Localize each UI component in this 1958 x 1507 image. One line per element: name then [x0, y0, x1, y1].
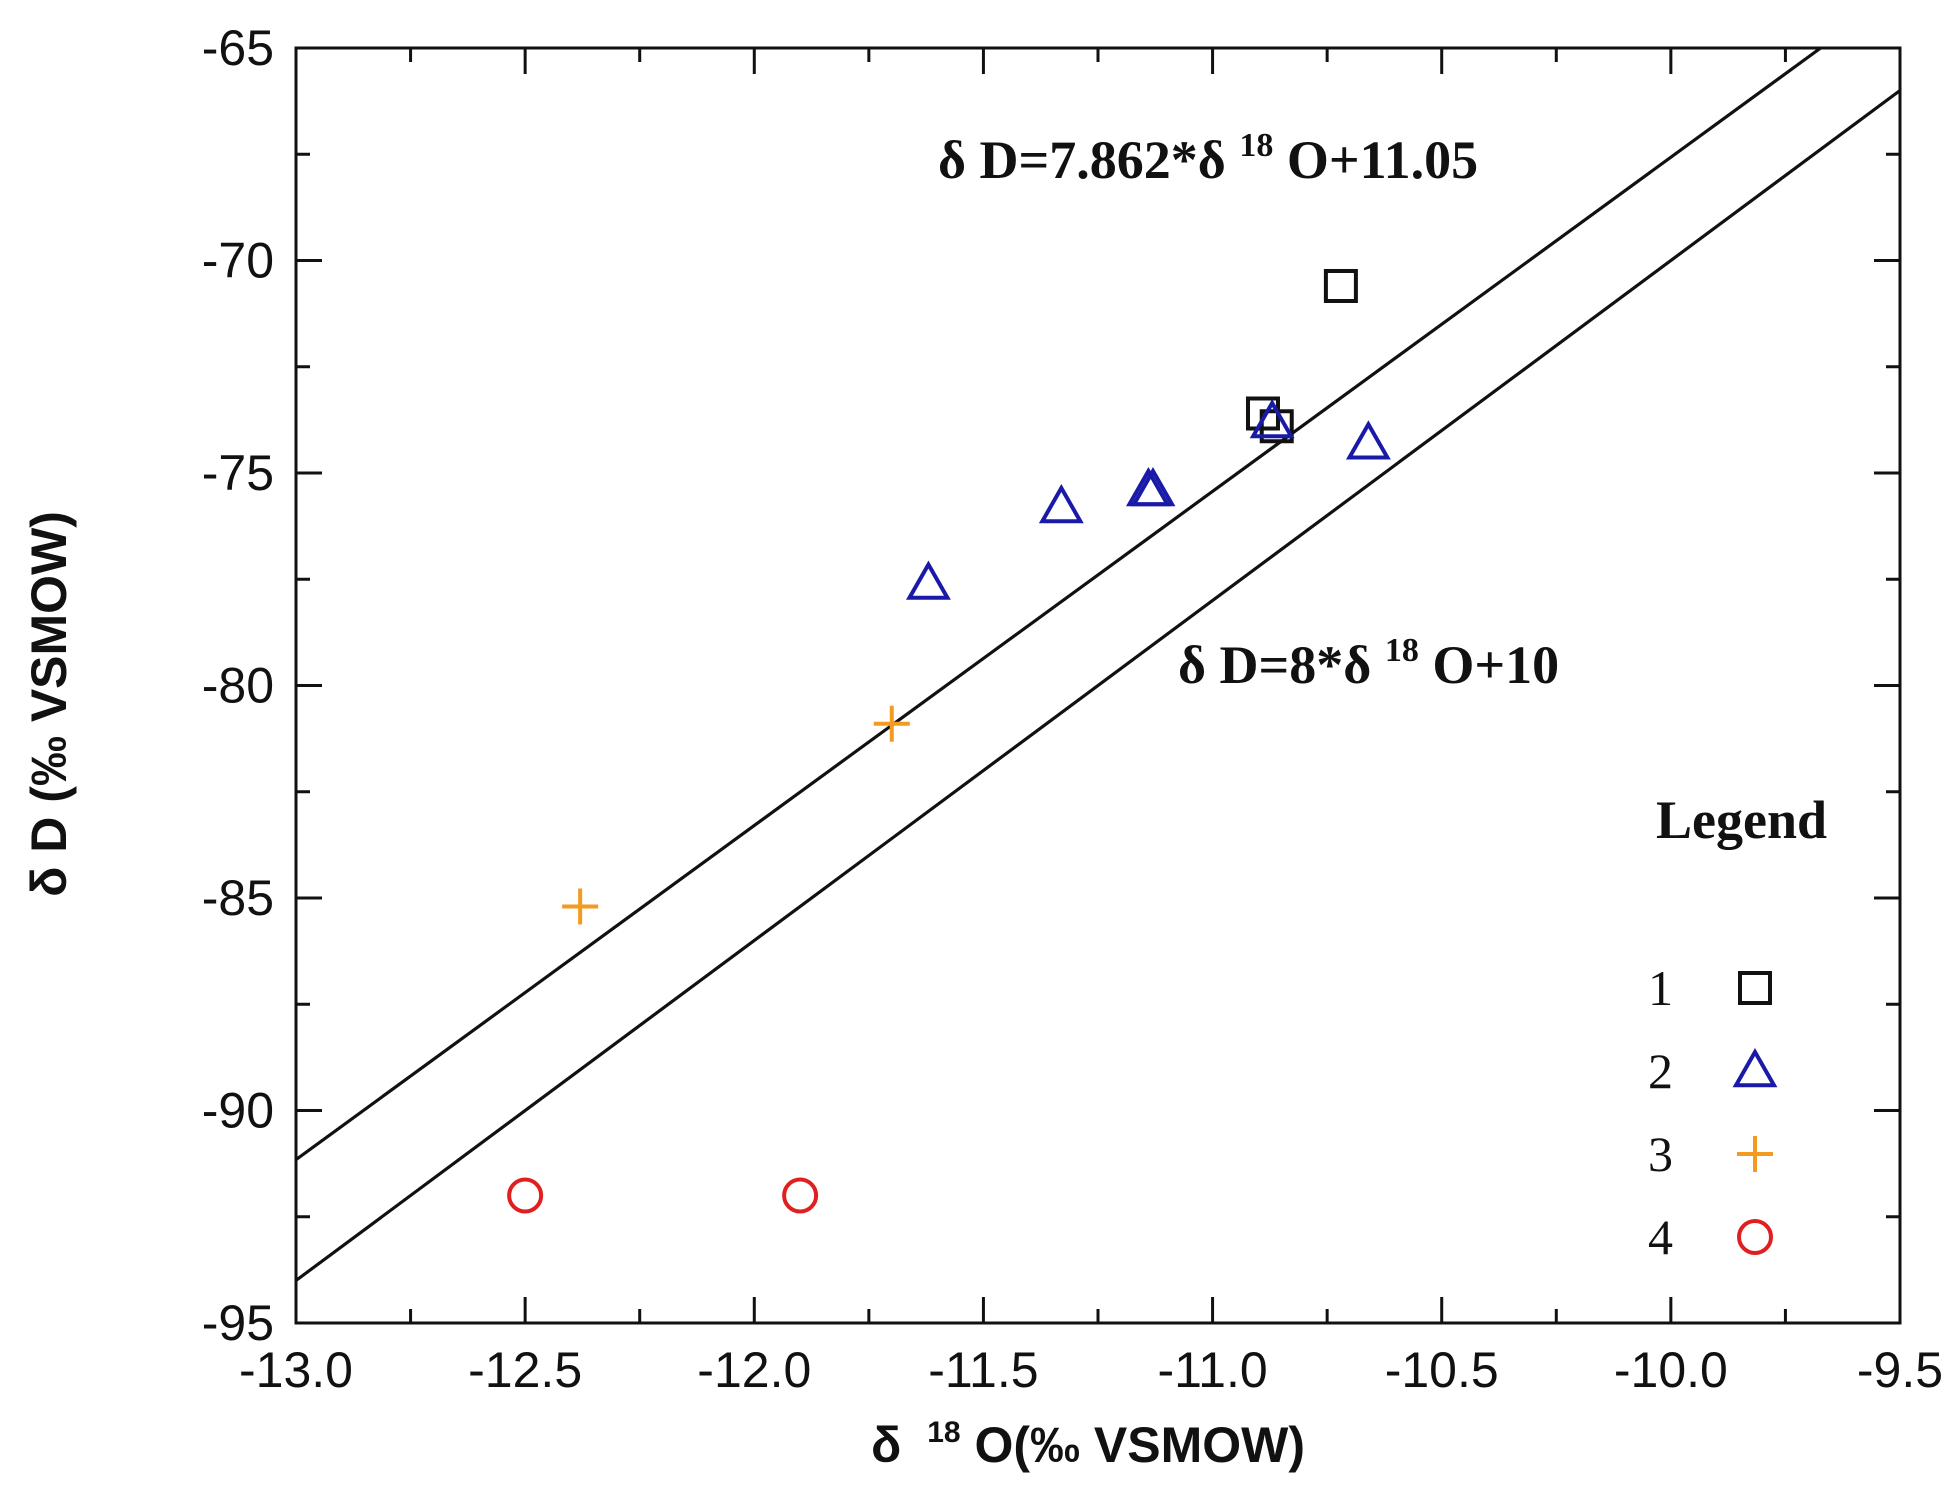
x-tick-label: -12.5: [468, 1342, 582, 1398]
x-tick-label: -10.0: [1614, 1342, 1728, 1398]
y-tick-label: -95: [202, 1295, 274, 1351]
x-tick-label: -9.5: [1857, 1342, 1943, 1398]
x-tick-label: -12.0: [697, 1342, 811, 1398]
y-axis-title: δ D (‰ VSMOW): [21, 511, 77, 897]
data-point-series-2: [1345, 420, 1391, 460]
x-tick-label: -10.5: [1385, 1342, 1499, 1398]
y-tick-label: -70: [202, 233, 274, 289]
x-tick-label: -11.5: [928, 1342, 1038, 1398]
legend-title: Legend: [1656, 790, 1827, 850]
data-point-series-4: [782, 1177, 819, 1214]
legend-label-1: 1: [1648, 960, 1673, 1016]
legend-marker-4: [1737, 1219, 1773, 1255]
data-point-series-2: [1038, 483, 1084, 524]
x-tick-label: -13.0: [239, 1342, 353, 1398]
legend: Legend 1 2 3 4: [1648, 790, 1827, 1265]
y-tick-label: -65: [202, 20, 274, 76]
legend-label-3: 3: [1648, 1126, 1673, 1182]
data-point-series-4: [507, 1177, 544, 1214]
data-point-series-3: [873, 705, 910, 742]
gmwl-equation: δ D=8*δ 18 O+10: [1178, 613, 1559, 695]
data-point-series-2: [1249, 398, 1295, 439]
lmwl-line: [295, 46, 1822, 1161]
y-tick-label: -75: [202, 445, 274, 501]
x-tick-label: -11.0: [1157, 1342, 1267, 1398]
y-tick-label: -80: [202, 658, 274, 714]
y-tick-label: -90: [202, 1083, 274, 1139]
legend-marker-1: [1738, 971, 1772, 1005]
legend-marker-2: [1732, 1047, 1778, 1088]
data-point-series-2: [905, 560, 951, 600]
lmwl-equation: δ D=7.862*δ 18 O+11.05: [938, 108, 1478, 190]
data-point-series-1: [1323, 269, 1358, 303]
legend-label-2: 2: [1648, 1043, 1673, 1099]
legend-marker-3: [1737, 1136, 1773, 1172]
gmwl-line: [295, 89, 1901, 1282]
data-point-series-3: [562, 888, 599, 925]
data-point-series-2: [1130, 466, 1176, 507]
x-axis-title: δ 18 O(‰ VSMOW): [871, 1397, 1305, 1473]
legend-label-4: 4: [1648, 1209, 1673, 1265]
y-tick-label: -85: [202, 870, 274, 926]
